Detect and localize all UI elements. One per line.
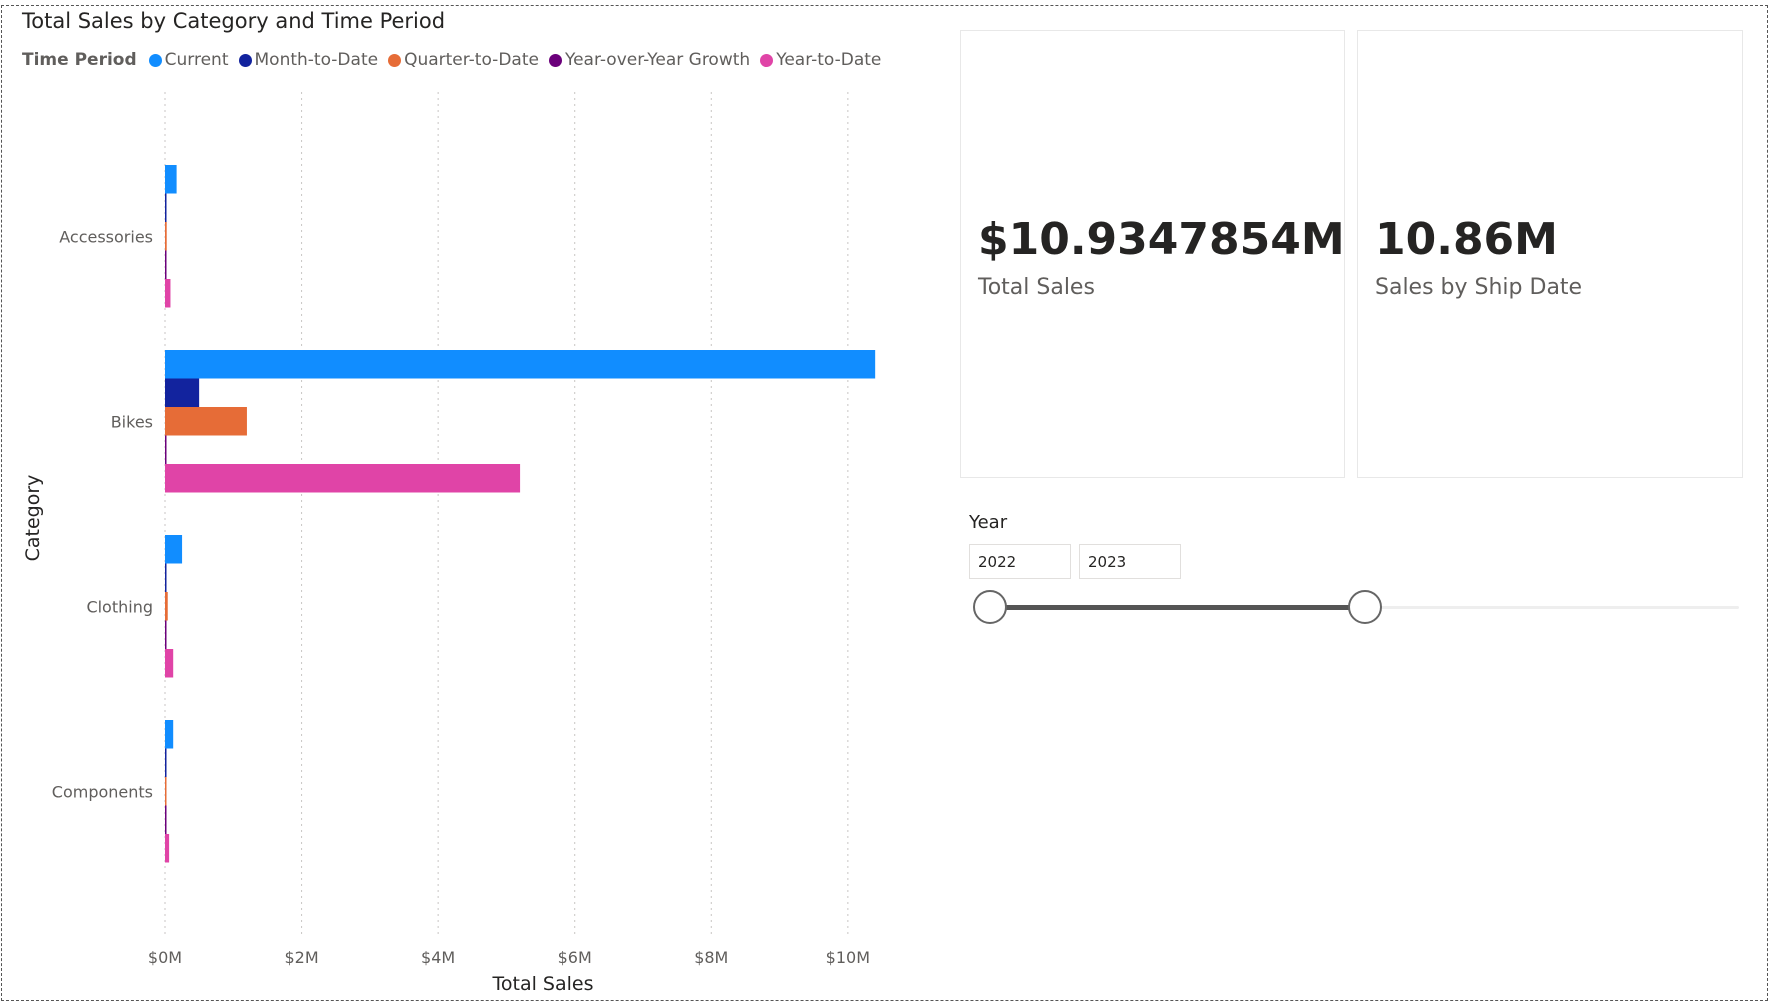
- bar-bikes-quarter-to-date[interactable]: [165, 407, 247, 436]
- total-sales-value: $10.9347854M: [978, 214, 1345, 265]
- x-tick-label: $10M: [826, 948, 870, 967]
- legend-label-current: Current: [164, 50, 229, 70]
- total-sales-label: Total Sales: [978, 275, 1095, 300]
- bar-accessories-year-to-date[interactable]: [165, 279, 171, 308]
- legend-item-quarter-to-date[interactable]: Quarter-to-Date: [388, 50, 539, 70]
- year-end-input[interactable]: [1079, 544, 1181, 579]
- bar-clothing-year-to-date[interactable]: [165, 649, 174, 678]
- bar-components-year-to-date[interactable]: [165, 834, 170, 863]
- total-sales-card: $10.9347854M Total Sales: [960, 30, 1345, 478]
- legend-dot-quarter-to-date: [388, 53, 402, 67]
- legend-label-year-over-year-growth: Year-over-Year Growth: [564, 50, 751, 70]
- bar-accessories-quarter-to-date[interactable]: [165, 222, 167, 251]
- category-label-components: Components: [52, 782, 153, 801]
- legend-item-year-to-date[interactable]: Year-to-Date: [760, 50, 881, 70]
- legend-dot-year-to-date: [760, 53, 774, 67]
- category-label-clothing: Clothing: [86, 597, 153, 616]
- bar-components-current[interactable]: [165, 720, 174, 749]
- legend-dot-year-over-year-growth: [548, 53, 562, 67]
- category-labels: Accessories Bikes Clothing Components: [52, 227, 153, 801]
- x-tick-label: $6M: [558, 948, 592, 967]
- tick-labels: $0M $2M $4M $6M $8M $10M: [148, 948, 870, 967]
- category-label-bikes: Bikes: [111, 412, 153, 431]
- bar-clothing-month-to-date[interactable]: [165, 563, 167, 593]
- year-slider-end-handle[interactable]: [1348, 590, 1382, 624]
- ship-date-label: Sales by Ship Date: [1375, 275, 1583, 300]
- y-axis-title: Category: [22, 475, 44, 562]
- bars: [165, 165, 876, 863]
- year-slider-range: [989, 605, 1365, 610]
- bar-clothing-year-over-year-growth[interactable]: [165, 620, 167, 650]
- bar-chart: Accessories Bikes Clothing Components $0M $2…: [22, 92, 876, 995]
- x-axis-title: Total Sales: [492, 973, 594, 995]
- year-start-input[interactable]: [969, 544, 1071, 579]
- bar-components-quarter-to-date[interactable]: [165, 777, 167, 806]
- bar-clothing-current[interactable]: [165, 535, 183, 564]
- year-slicer-title: Year: [969, 512, 1008, 533]
- legend-dot-current: [148, 53, 162, 67]
- bar-bikes-year-over-year-growth[interactable]: [165, 435, 167, 465]
- bar-components-year-over-year-growth[interactable]: [165, 805, 167, 835]
- legend-item-month-to-date[interactable]: Month-to-Date: [238, 50, 379, 70]
- legend-dot-month-to-date: [238, 53, 252, 67]
- bar-components-month-to-date[interactable]: [165, 748, 167, 778]
- bar-bikes-year-to-date[interactable]: [165, 464, 521, 493]
- bar-bikes-current[interactable]: [165, 350, 876, 379]
- bar-accessories-current[interactable]: [165, 165, 177, 194]
- legend-item-current[interactable]: Current: [148, 50, 229, 70]
- legend-label-month-to-date: Month-to-Date: [254, 50, 379, 70]
- bar-accessories-year-over-year-growth[interactable]: [165, 250, 167, 280]
- x-tick-label: $0M: [148, 948, 182, 967]
- x-tick-label: $2M: [284, 948, 318, 967]
- bar-accessories-month-to-date[interactable]: [165, 193, 167, 223]
- legend-label-year-to-date: Year-to-Date: [776, 50, 882, 70]
- bar-clothing-quarter-to-date[interactable]: [165, 592, 168, 621]
- chart-title: Total Sales by Category and Time Period: [22, 9, 446, 33]
- x-tick-label: $4M: [421, 948, 455, 967]
- bar-bikes-month-to-date[interactable]: [165, 378, 200, 408]
- legend-label-quarter-to-date: Quarter-to-Date: [404, 50, 539, 70]
- legend-title: Time Period: [22, 50, 137, 70]
- year-slider-start-handle[interactable]: [973, 590, 1007, 624]
- x-tick-label: $8M: [694, 948, 728, 967]
- legend-item-year-over-year-growth[interactable]: Year-over-Year Growth: [548, 50, 751, 70]
- category-label-accessories: Accessories: [59, 227, 153, 246]
- ship-date-value: 10.86M: [1375, 214, 1558, 265]
- ship-date-card: 10.86M Sales by Ship Date: [1357, 30, 1743, 478]
- gridlines: [164, 92, 849, 935]
- chart-legend: Time Period Current Month-to-Date Quarte…: [22, 50, 891, 70]
